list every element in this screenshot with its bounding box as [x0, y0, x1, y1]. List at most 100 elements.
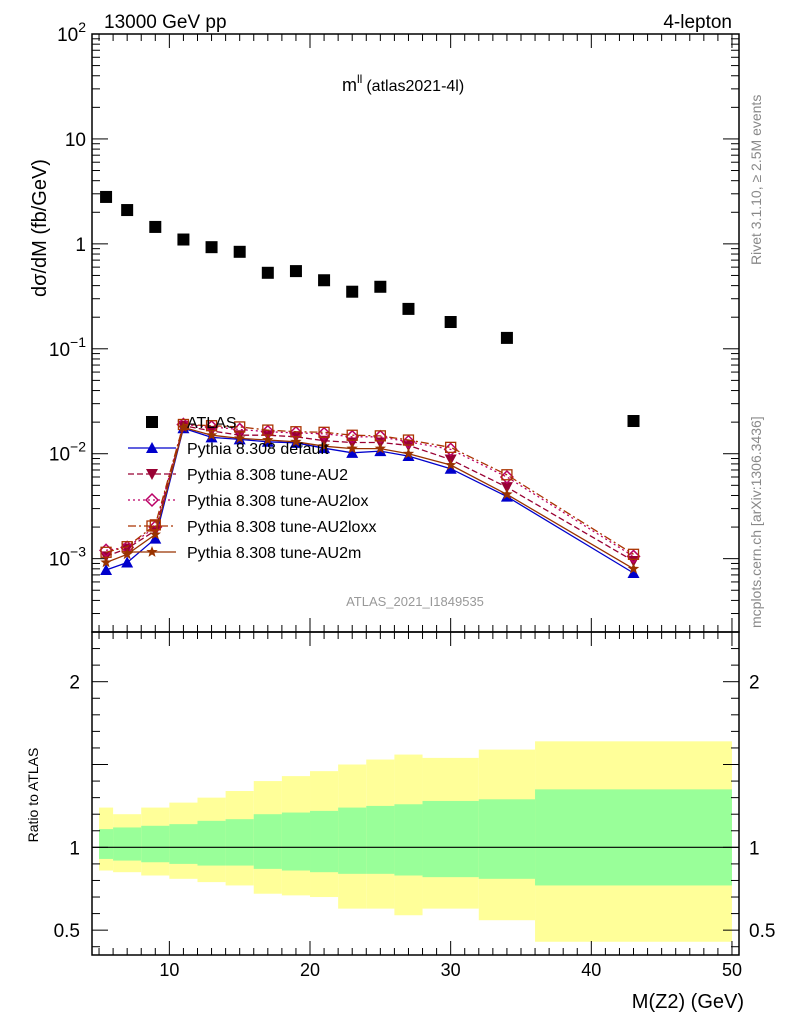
inner-band-bin [310, 810, 339, 873]
data-point [290, 435, 302, 447]
data-point [501, 488, 513, 500]
ratio-y-axis-label: Ratio to ATLAS [25, 748, 41, 843]
data-point [234, 421, 246, 433]
inner-band-bin [478, 799, 536, 879]
data-point [346, 442, 358, 454]
inner-band-bin [197, 820, 226, 866]
legend-marker [146, 546, 158, 557]
legend-entry: Pythia 8.308 tune-AU2loxx [128, 519, 376, 536]
legend-marker [146, 469, 158, 480]
y-tick-label: 10−1 [49, 334, 86, 361]
legend-entry: Pythia 8.308 default [128, 441, 329, 458]
legend-marker [146, 520, 158, 532]
header-right: 4-lepton [663, 12, 732, 33]
data-point [121, 204, 134, 217]
inner-band-bin [281, 812, 311, 871]
data-point [176, 417, 191, 432]
data-point [627, 415, 640, 428]
inner-band-bin [394, 804, 423, 876]
rivet-label: Rivet 3.1.10, ≥ 2.5M events [748, 95, 764, 265]
data-point [499, 469, 514, 485]
data-point [262, 434, 274, 445]
data-point [402, 440, 415, 452]
data-point [149, 220, 162, 233]
data-point [443, 442, 458, 457]
data-point [149, 528, 161, 540]
plot-title-main: m [342, 75, 357, 95]
plot-frames [91, 33, 740, 956]
data-point [501, 469, 513, 481]
data-point [100, 563, 113, 575]
data-point [121, 548, 133, 560]
data-point [444, 316, 457, 329]
legend-label: Pythia 8.308 tune-AU2lox [187, 493, 368, 510]
data-point [289, 265, 302, 278]
legend: ATLAS Pythia 8.308 default Pythia 8.308 tu… [128, 415, 376, 562]
ratio-bands [92, 741, 739, 942]
legend-label: Pythia 8.308 default [187, 441, 329, 458]
data-point [177, 233, 190, 246]
data-point [374, 442, 386, 454]
inner-band-bin [99, 829, 114, 859]
series-5 [100, 421, 640, 574]
data-point [500, 331, 513, 344]
series-line [105, 424, 634, 562]
inner-band-bin [535, 789, 732, 886]
series-line [106, 423, 634, 557]
legend-marker [144, 492, 160, 508]
x-tick-label: 20 [300, 960, 320, 980]
data-point [346, 446, 359, 458]
y-tick-label: 10−2 [49, 439, 86, 466]
series-2 [100, 420, 640, 567]
ratio-y-tick-label: 0.5 [54, 921, 80, 942]
inner-band-bin [422, 800, 479, 878]
data-point [318, 274, 331, 287]
data-point [317, 426, 332, 441]
data-point [99, 543, 114, 558]
plot-title: mll (atlas2021-4l) [342, 72, 464, 95]
legend-marker [146, 442, 158, 453]
legend-marker [146, 416, 158, 428]
inner-band-bin [366, 805, 395, 874]
data-point [627, 548, 640, 560]
plot-title-sub: (atlas2021-4l) [366, 78, 464, 95]
series-4 [100, 418, 640, 560]
inner-band-bin [141, 825, 170, 863]
legend-entry: Pythia 8.308 tune-AU2 [128, 467, 348, 484]
data-point [627, 566, 640, 578]
x-tick-label: 50 [722, 960, 742, 980]
data-point [346, 285, 359, 298]
data-point [444, 462, 457, 474]
plot-title-sup: ll [357, 72, 362, 86]
legend-label: ATLAS [187, 415, 237, 432]
series-1 [100, 422, 640, 578]
data-point [402, 302, 415, 315]
ratio-y-tick-label-right: 0.5 [749, 921, 775, 942]
inner-band-bin [169, 824, 198, 864]
legend-label: Pythia 8.308 tune-AU2loxx [187, 519, 376, 536]
inner-band-bin [338, 807, 367, 874]
ratio-y-tick-label-right: 1 [749, 838, 760, 859]
x-tick-label: 30 [441, 960, 461, 980]
axis-ticks: 10 20 30 40 50 10−3 10−2 10−1 1 10 102 0.5 0.5 1 1 2 2 [49, 19, 776, 980]
data-point [500, 482, 513, 494]
series-line [105, 426, 634, 570]
header-left: 13000 GeV pp [104, 12, 227, 33]
data-point [445, 459, 457, 470]
inner-band-bin [253, 814, 282, 869]
data-point [627, 562, 640, 574]
ratio-y-tick-label-right: 2 [749, 673, 760, 694]
data-point [205, 429, 218, 441]
data-point [374, 430, 386, 442]
data-point [149, 532, 162, 544]
inner-band-bin [225, 819, 254, 866]
y-tick-label: 10−3 [49, 544, 86, 571]
y-tick-label: 10 [65, 130, 86, 151]
data-point [234, 432, 246, 444]
y-tick-label: 102 [57, 19, 86, 46]
legend-label: Pythia 8.308 tune-AU2m [187, 545, 361, 562]
data-point [233, 245, 246, 258]
ratio-y-tick-label: 2 [69, 673, 80, 694]
x-tick-label: 40 [581, 960, 601, 980]
data-point [100, 556, 112, 568]
